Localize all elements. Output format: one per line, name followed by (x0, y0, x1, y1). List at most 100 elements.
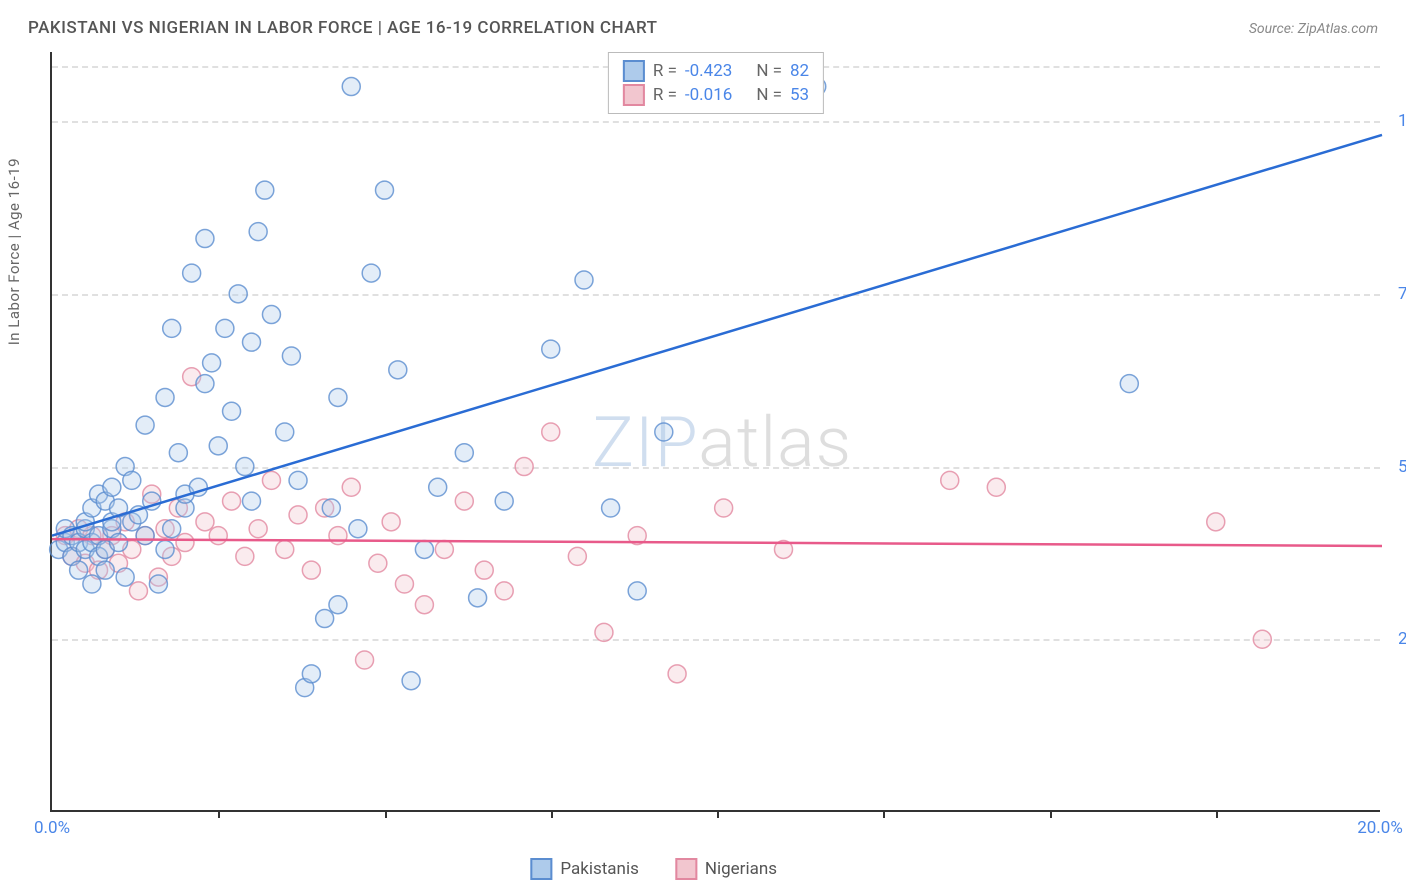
scatter-point-pakistanis (342, 78, 360, 96)
n-label-2: N = (756, 85, 782, 105)
scatter-point-pakistanis (203, 354, 221, 372)
n-value-1: 82 (790, 61, 809, 81)
plot-area: 25.0%50.0%75.0%100.0% 0.0% 20.0% ZIPatla… (50, 52, 1380, 812)
scatter-point-nigerians (382, 513, 400, 531)
x-axis-min-label: 0.0% (34, 818, 70, 838)
scatter-point-pakistanis (216, 319, 234, 337)
scatter-point-pakistanis (163, 319, 181, 337)
trendline-nigerians (52, 539, 1382, 546)
title-bar: PAKISTANI VS NIGERIAN IN LABOR FORCE | A… (28, 18, 1378, 38)
correlation-legend: R = -0.423 N = 82 R = -0.016 N = 53 (608, 52, 824, 114)
x-tick-mark (717, 810, 719, 818)
legend-swatch-pakistanis-bottom (530, 858, 552, 880)
scatter-point-pakistanis (223, 402, 241, 420)
scatter-point-pakistanis (209, 437, 227, 455)
scatter-point-pakistanis (163, 520, 181, 538)
scatter-point-pakistanis (316, 610, 334, 628)
scatter-point-nigerians (475, 561, 493, 579)
scatter-point-nigerians (415, 596, 433, 614)
scatter-point-pakistanis (136, 416, 154, 434)
legend-label-pakistanis: Pakistanis (560, 859, 639, 879)
scatter-point-pakistanis (376, 181, 394, 199)
r-label-2: R = (653, 85, 677, 105)
scatter-point-nigerians (369, 554, 387, 572)
scatter-point-nigerians (1253, 630, 1271, 648)
n-label-1: N = (756, 61, 782, 81)
scatter-point-nigerians (987, 478, 1005, 496)
scatter-point-pakistanis (575, 271, 593, 289)
scatter-point-pakistanis (96, 561, 114, 579)
scatter-point-nigerians (196, 513, 214, 531)
scatter-point-pakistanis (402, 672, 420, 690)
scatter-point-pakistanis (156, 388, 174, 406)
scatter-point-pakistanis (156, 540, 174, 558)
r-label-1: R = (653, 61, 677, 81)
scatter-point-pakistanis (302, 665, 320, 683)
scatter-point-pakistanis (236, 458, 254, 476)
scatter-point-pakistanis (262, 306, 280, 324)
y-axis-label: In Labor Force | Age 16-19 (5, 158, 23, 345)
scatter-point-pakistanis (1120, 375, 1138, 393)
scatter-point-nigerians (329, 527, 347, 545)
scatter-point-pakistanis (329, 596, 347, 614)
scatter-point-pakistanis (628, 582, 646, 600)
scatter-point-pakistanis (123, 471, 141, 489)
scatter-point-pakistanis (83, 575, 101, 593)
scatter-point-pakistanis (196, 230, 214, 248)
plot-svg (52, 52, 1380, 810)
scatter-point-pakistanis (116, 568, 134, 586)
r-value-1: -0.423 (685, 61, 732, 81)
scatter-point-nigerians (495, 582, 513, 600)
scatter-point-nigerians (435, 540, 453, 558)
scatter-point-pakistanis (322, 499, 340, 517)
scatter-point-nigerians (289, 506, 307, 524)
scatter-point-nigerians (542, 423, 560, 441)
legend-label-nigerians: Nigerians (705, 859, 777, 879)
x-tick-mark (551, 810, 553, 818)
scatter-point-pakistanis (429, 478, 447, 496)
scatter-point-nigerians (236, 547, 254, 565)
scatter-point-pakistanis (110, 534, 128, 552)
scatter-point-pakistanis (256, 181, 274, 199)
legend-swatch-nigerians-bottom (675, 858, 697, 880)
scatter-point-pakistanis (229, 285, 247, 303)
scatter-point-pakistanis (149, 575, 167, 593)
scatter-point-nigerians (176, 534, 194, 552)
scatter-point-nigerians (595, 623, 613, 641)
scatter-point-pakistanis (282, 347, 300, 365)
source-label: Source: ZipAtlas.com (1249, 21, 1378, 37)
scatter-point-pakistanis (196, 375, 214, 393)
scatter-point-nigerians (395, 575, 413, 593)
scatter-point-pakistanis (602, 499, 620, 517)
x-axis-max-label: 20.0% (1357, 818, 1403, 838)
scatter-point-pakistanis (169, 444, 187, 462)
scatter-point-pakistanis (243, 333, 261, 351)
scatter-point-nigerians (715, 499, 733, 517)
scatter-point-nigerians (515, 458, 533, 476)
x-tick-mark (1216, 810, 1218, 818)
scatter-point-pakistanis (655, 423, 673, 441)
legend-swatch-nigerians (623, 84, 645, 106)
scatter-point-nigerians (342, 478, 360, 496)
scatter-point-nigerians (568, 547, 586, 565)
scatter-point-nigerians (262, 471, 280, 489)
scatter-point-pakistanis (329, 388, 347, 406)
scatter-point-nigerians (249, 520, 267, 538)
scatter-point-pakistanis (103, 478, 121, 496)
legend-item-nigerians: Nigerians (675, 858, 777, 880)
scatter-point-pakistanis (349, 520, 367, 538)
scatter-point-pakistanis (415, 540, 433, 558)
r-value-2: -0.016 (685, 85, 732, 105)
scatter-point-nigerians (276, 540, 294, 558)
scatter-point-pakistanis (542, 340, 560, 358)
x-tick-mark (883, 810, 885, 818)
scatter-point-nigerians (129, 582, 147, 600)
scatter-point-nigerians (668, 665, 686, 683)
scatter-point-pakistanis (70, 561, 88, 579)
scatter-point-pakistanis (249, 223, 267, 241)
scatter-point-pakistanis (289, 471, 307, 489)
scatter-point-nigerians (1207, 513, 1225, 531)
x-tick-mark (385, 810, 387, 818)
scatter-point-pakistanis (455, 444, 473, 462)
scatter-point-nigerians (356, 651, 374, 669)
